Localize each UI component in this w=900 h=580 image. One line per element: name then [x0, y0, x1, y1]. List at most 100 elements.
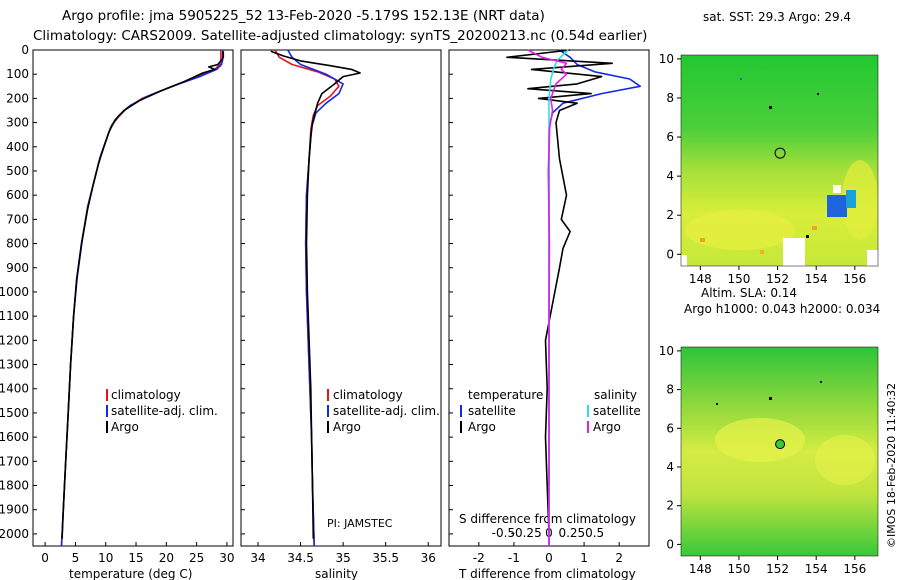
- difference-top-axis: -0.5-0.25 0 0.25 0.5: [492, 526, 604, 540]
- sst-blue-patch: [846, 190, 856, 208]
- temperature-axis-label: temperature (deg C): [69, 567, 192, 580]
- depth-tick-label: 200: [6, 91, 29, 105]
- sst-map-title: sat. SST: 29.3 Argo: 29.4: [703, 10, 851, 24]
- temperature-x-axis: 0 5 10 15 20 25 30: [41, 542, 235, 565]
- depth-tick-label: 1100: [0, 309, 29, 323]
- depth-tick-label: 900: [6, 261, 29, 275]
- x-tick-label: 10: [98, 551, 113, 565]
- map-y-tick-label: 8: [666, 383, 674, 397]
- depth-tick-label: 1800: [0, 479, 29, 493]
- difference-top-axis-label: S difference from climatology: [459, 512, 636, 526]
- x-tick-label: 20: [159, 551, 174, 565]
- map-y-tick-label: 10: [659, 52, 674, 66]
- depth-tick-label: 500: [6, 164, 29, 178]
- sla-speck: [716, 403, 718, 405]
- map-x-tick-label: 152: [766, 562, 789, 576]
- map-y-tick-label: 10: [659, 344, 674, 358]
- map-y-tick-label: 4: [666, 169, 674, 183]
- series-line-satellite: [287, 49, 344, 547]
- legend-header-temperature: temperature: [468, 388, 543, 402]
- map-y-tick-label: 2: [666, 208, 674, 222]
- salinity-legend: climatology satellite-adj. clim. Argo PI…: [327, 388, 440, 530]
- map-x-tick-label: 154: [805, 272, 828, 286]
- sst-warm-patch: [685, 210, 795, 250]
- map-x-tick-label: 156: [843, 272, 866, 286]
- series-line-t-argo: [506, 49, 614, 534]
- legend-swatch-climatology: [327, 389, 329, 401]
- depth-tick-label: 1300: [0, 358, 29, 372]
- salinity-panel-frame: [240, 49, 442, 547]
- title-line1: Argo profile: jma 5905225_52 13-Feb-2020…: [62, 8, 545, 24]
- sst-missing-data: [783, 238, 805, 266]
- legend-swatch-satellite: [327, 405, 329, 417]
- map-x-tick-label: 150: [727, 562, 750, 576]
- legend-label-s-argo: Argo: [593, 420, 621, 434]
- depth-tick-label: 300: [6, 116, 29, 130]
- map-x-tick-label: 156: [843, 562, 866, 576]
- x-tick-label: 15: [128, 551, 143, 565]
- difference-legend: temperature salinity satellite Argo sate…: [460, 388, 641, 434]
- depth-tick-label: 1000: [0, 285, 29, 299]
- map-x-tick-label: 148: [689, 562, 712, 576]
- legend-swatch-s-satellite: [587, 405, 589, 417]
- title-line2: Climatology: CARS2009. Satellite-adjuste…: [33, 28, 647, 44]
- sst-cloud-speck: [740, 78, 742, 80]
- sst-map: [680, 54, 879, 267]
- x-tick-label: -1: [508, 551, 520, 565]
- x-tick-label: 25: [189, 551, 204, 565]
- legend-swatch-t-satellite: [460, 405, 462, 417]
- sst-warm-patch: [842, 160, 878, 240]
- temperature-legend: climatology satellite-adj. clim. Argo: [106, 388, 218, 434]
- sst-map-axes: 148 150 152 154 156 0 2 4 6 8 10: [659, 52, 867, 286]
- depth-tick-label: 0: [21, 43, 29, 57]
- sla-map-title-line1: Altim. SLA: 0.14: [701, 286, 797, 300]
- x-tick-label: 34.5: [287, 551, 314, 565]
- legend-swatch-argo: [327, 421, 329, 433]
- legend-label-satellite: satellite-adj. clim.: [111, 404, 218, 418]
- depth-tick-label: 100: [6, 67, 29, 81]
- pi-annotation: PI: JAMSTEC: [327, 517, 393, 530]
- legend-label-climatology: climatology: [333, 388, 403, 402]
- x-tick-label: 0: [545, 551, 553, 565]
- x-tick-label: 30: [219, 551, 234, 565]
- sst-blue-patch: [827, 195, 847, 217]
- imos-stamp: ©IMOS 18-Feb-2020 11:40:32: [885, 383, 898, 548]
- x-tick-label: 0: [41, 551, 49, 565]
- sst-orange-speckle: [760, 250, 764, 254]
- series-line-s-argo: [527, 49, 568, 546]
- depth-axis: 0 100 200 300 400 500 600 700 800 900 1000 1100 1200…: [0, 43, 453, 541]
- legend-label-climatology: climatology: [111, 388, 181, 402]
- legend-swatch-satellite: [106, 405, 108, 417]
- depth-tick-label: 1600: [0, 430, 29, 444]
- difference-series: [506, 49, 642, 546]
- legend-label-argo: Argo: [111, 420, 139, 434]
- sla-map: [680, 346, 879, 557]
- map-x-tick-label: 150: [727, 272, 750, 286]
- legend-swatch-s-argo: [587, 421, 589, 433]
- salinity-axis-label: salinity: [315, 567, 358, 580]
- depth-tick-label: 1900: [0, 503, 29, 517]
- map-y-tick-label: 6: [666, 130, 674, 144]
- map-x-tick-label: 152: [766, 272, 789, 286]
- map-x-tick-label: 154: [805, 562, 828, 576]
- sla-map-title-line2: Argo h1000: 0.043 h2000: 0.034: [684, 302, 880, 316]
- depth-tick-label: 1200: [0, 333, 29, 347]
- sla-map-axes: 148 150 152 154 156 0 2 4 6 8 10: [659, 344, 867, 576]
- series-line-t-satellite: [548, 49, 642, 546]
- series-line-argo: [61, 51, 225, 539]
- depth-tick-label: 1500: [0, 406, 29, 420]
- x-tick-label: 35.5: [372, 551, 399, 565]
- series-line-argo: [270, 50, 361, 539]
- sst-cloud-speck: [817, 93, 819, 95]
- sla-argo-marker: [775, 439, 786, 450]
- sst-orange-speckle: [812, 226, 817, 230]
- depth-tick-label: 1400: [0, 382, 29, 396]
- legend-swatch-argo: [106, 421, 108, 433]
- map-y-tick-label: 6: [666, 421, 674, 435]
- difference-axis-label: T difference from climatology: [458, 567, 636, 580]
- legend-label-argo: Argo: [333, 420, 361, 434]
- series-line-satellite: [60, 50, 224, 547]
- top-tick-label: -0.25: [511, 526, 542, 540]
- legend-label-t-argo: Argo: [468, 420, 496, 434]
